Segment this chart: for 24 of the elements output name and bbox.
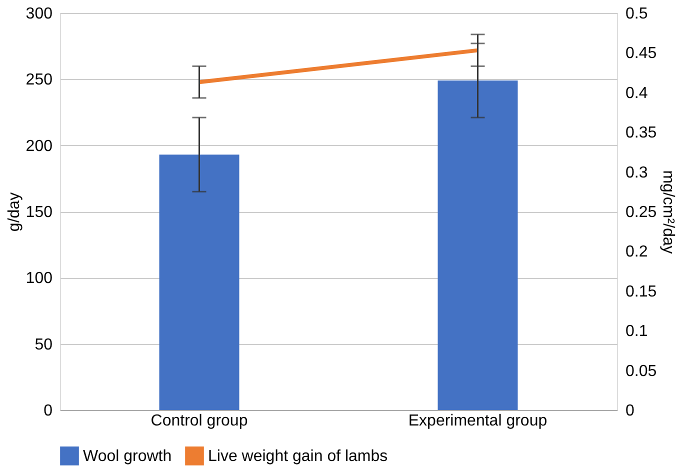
- y-tick-label: 150: [26, 204, 53, 221]
- y2-tick-label: 0.45: [626, 45, 657, 62]
- y2-tick-label: 0.35: [626, 124, 657, 142]
- y2-tick-label: 0: [626, 402, 634, 420]
- y2-tick-label: 0.4: [626, 84, 648, 102]
- y-tick-label: 300: [26, 6, 53, 22]
- y2-tick-label: 0.1: [626, 323, 648, 340]
- y2-tick-label: 0.25: [626, 204, 657, 221]
- y-tick-label: 100: [26, 270, 53, 288]
- legend-label: Wool growth: [83, 448, 172, 465]
- y2-tick-label: 0.05: [626, 362, 657, 380]
- y2-tick-label: 0.3: [626, 164, 648, 182]
- x-tick-label: Control group: [150, 412, 248, 430]
- y2-axis-title: mg/cm²/day: [660, 170, 677, 254]
- y-tick-label: 250: [26, 72, 53, 89]
- y-tick-label: 200: [26, 138, 53, 155]
- y-tick-label: 50: [34, 336, 53, 354]
- y2-tick-label: 0.15: [626, 283, 657, 300]
- y2-tick-label: 0.5: [626, 6, 648, 22]
- legend-label: Live weight gain of lambs: [208, 448, 388, 465]
- y-tick-label: 0: [44, 402, 53, 420]
- y2-tick-label: 0.2: [626, 244, 648, 261]
- x-tick-label: Experimental group: [408, 412, 548, 430]
- y-axis-title: g/day: [6, 192, 23, 232]
